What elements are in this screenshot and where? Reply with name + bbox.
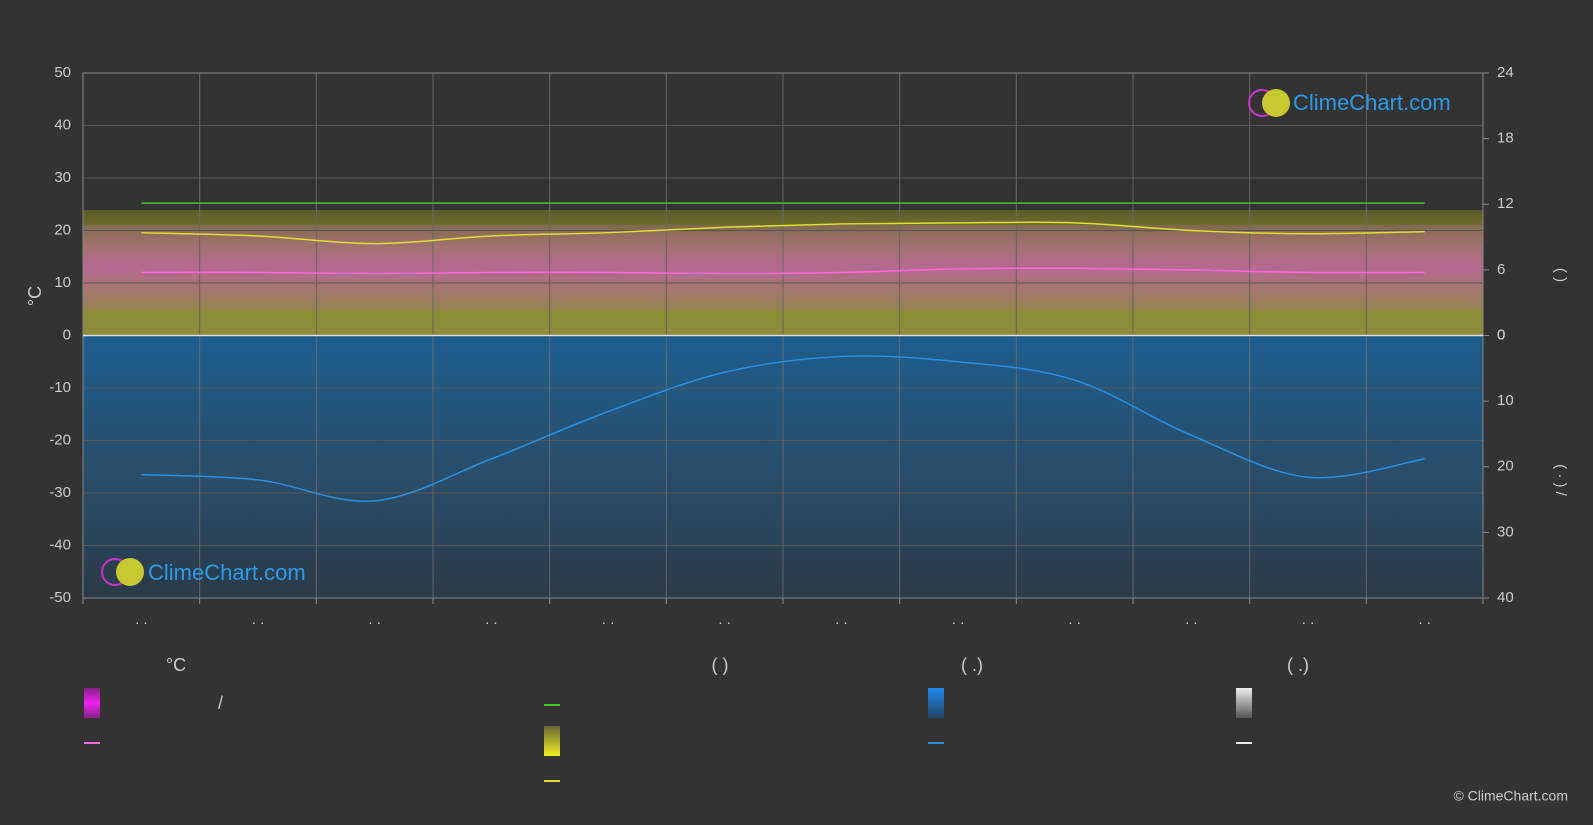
series-line: [141, 267, 1425, 275]
x-tick-label: . .: [835, 611, 848, 628]
x-tick-label: . .: [952, 611, 965, 628]
y2-tick-label: 0: [1497, 326, 1505, 343]
y-tick-label: -20: [49, 431, 71, 448]
logo: [1262, 89, 1290, 117]
y-tick-label: -40: [49, 536, 71, 553]
x-tick-label: . .: [1418, 611, 1431, 628]
y-tick-label: 10: [54, 274, 71, 291]
legend-heading: °C: [166, 655, 186, 675]
y2-tick-label: 24: [1497, 64, 1514, 81]
x-tick-label: . .: [602, 611, 615, 628]
legend-swatch: [928, 688, 944, 718]
y3-tick-label: 20: [1497, 458, 1514, 475]
y-tick-label: -50: [49, 589, 71, 606]
x-tick-label: . .: [1185, 611, 1198, 628]
x-tick-label: . .: [368, 611, 381, 628]
y3-axis-label: ( · ) /: [1552, 464, 1569, 496]
legend-text: /: [218, 693, 223, 713]
y2-tick-label: 18: [1497, 130, 1514, 147]
watermark: ClimeChart.com: [148, 560, 306, 585]
copyright: © ClimeChart.com: [1453, 788, 1568, 804]
series-line: [141, 355, 1425, 503]
y2-tick-label: 12: [1497, 195, 1514, 212]
y-axis-label: °C: [25, 286, 45, 306]
y2-tick-label: 6: [1497, 261, 1505, 278]
y-tick-label: -30: [49, 484, 71, 501]
legend-heading: ( .): [1287, 655, 1309, 675]
x-tick-label: . .: [718, 611, 731, 628]
x-tick-label: . .: [1302, 611, 1315, 628]
x-tick-label: . .: [252, 611, 265, 628]
logo: [116, 558, 144, 586]
y3-tick-label: 10: [1497, 392, 1514, 409]
y-tick-label: 40: [54, 116, 71, 133]
y-tick-label: 30: [54, 169, 71, 186]
y2-axis-label: ( ): [1552, 268, 1569, 282]
x-tick-label: . .: [1068, 611, 1081, 628]
y3-tick-label: 0: [1497, 326, 1505, 343]
legend-swatch: [544, 726, 560, 756]
y3-tick-label: 40: [1497, 589, 1514, 606]
legend-swatch: [84, 688, 100, 718]
legend-swatch: [1236, 688, 1252, 718]
x-tick-label: . .: [485, 611, 498, 628]
y-tick-label: -10: [49, 379, 71, 396]
x-tick-label: . .: [135, 611, 148, 628]
watermark: ClimeChart.com: [1293, 90, 1451, 115]
series-line: [141, 221, 1425, 245]
legend-heading: ( ): [712, 655, 729, 675]
y3-tick-label: 30: [1497, 523, 1514, 540]
y-tick-label: 0: [63, 326, 71, 343]
legend-heading: ( .): [961, 655, 983, 675]
y-tick-label: 50: [54, 64, 71, 81]
y-tick-label: 20: [54, 221, 71, 238]
